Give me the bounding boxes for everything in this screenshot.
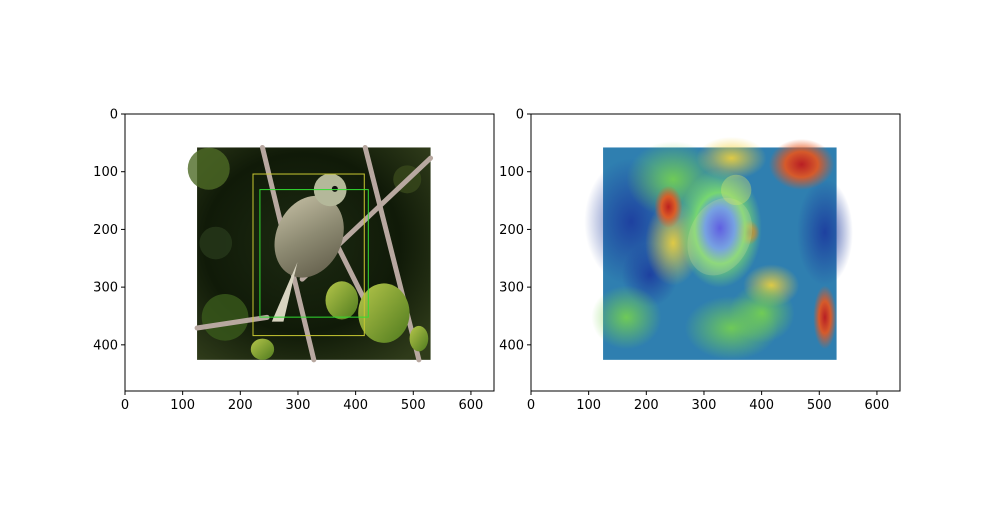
x-tick-label: 200 bbox=[634, 398, 659, 413]
branch bbox=[362, 144, 422, 363]
heatmap-blob bbox=[696, 136, 767, 180]
y-tick-label: 400 bbox=[93, 338, 118, 353]
x-tick-label: 300 bbox=[286, 398, 311, 413]
x-tick-label: 200 bbox=[228, 398, 253, 413]
x-tick-label: 600 bbox=[459, 398, 484, 413]
background-bokeh bbox=[187, 147, 230, 190]
y-tick-label: 200 bbox=[499, 223, 524, 238]
bird-silhouette bbox=[687, 197, 753, 276]
heatmap-blob bbox=[729, 283, 795, 343]
x-tick-label: 400 bbox=[343, 398, 368, 413]
x-tick-label: 100 bbox=[170, 398, 195, 413]
axis-ticks: 0 100 200 300 400 500 600 0 100 200 300 400 bbox=[499, 108, 889, 414]
x-tick-label: 0 bbox=[527, 398, 535, 413]
heatmap-blob bbox=[677, 168, 762, 288]
bird-head-silhouette bbox=[720, 174, 752, 206]
bounding-box bbox=[259, 189, 369, 318]
y-tick-label: 0 bbox=[516, 108, 524, 123]
bird-photo bbox=[187, 144, 434, 363]
bird-body bbox=[274, 195, 344, 278]
leaf bbox=[358, 283, 410, 343]
y-tick-label: 300 bbox=[499, 281, 524, 296]
y-tick-label: 100 bbox=[499, 165, 524, 180]
heatmap-overlay bbox=[584, 136, 853, 360]
x-tick-label: 100 bbox=[576, 398, 601, 413]
background-bokeh bbox=[199, 226, 233, 260]
x-tick-label: 500 bbox=[401, 398, 426, 413]
x-tick-label: 300 bbox=[692, 398, 717, 413]
heatmap-blob bbox=[591, 285, 662, 350]
background-bokeh bbox=[201, 294, 249, 341]
y-tick-label: 400 bbox=[499, 338, 524, 353]
panel-left: 0 100 200 300 400 500 600 0 100 200 300 400 bbox=[93, 108, 495, 414]
leaf bbox=[250, 338, 275, 360]
x-tick-label: 400 bbox=[749, 398, 774, 413]
leaf bbox=[409, 325, 429, 352]
y-tick-label: 100 bbox=[93, 165, 118, 180]
heatmap-blob bbox=[796, 179, 853, 286]
heatmap-blob bbox=[813, 285, 837, 350]
bird-eye bbox=[331, 185, 338, 192]
x-tick-label: 500 bbox=[807, 398, 832, 413]
panel-right: 0 100 200 300 400 500 600 0 100 200 300 400 bbox=[499, 108, 901, 414]
bounding-boxes bbox=[252, 173, 369, 337]
y-tick-label: 300 bbox=[93, 281, 118, 296]
y-tick-label: 0 bbox=[110, 108, 118, 123]
axis-ticks: 0 100 200 300 400 500 600 0 100 200 300 400 bbox=[93, 108, 483, 414]
leaf bbox=[325, 281, 359, 320]
x-tick-label: 600 bbox=[865, 398, 890, 413]
x-tick-label: 0 bbox=[121, 398, 129, 413]
y-tick-label: 200 bbox=[93, 223, 118, 238]
heatmap-blob bbox=[768, 138, 835, 190]
heatmap-blob bbox=[654, 185, 683, 229]
branch bbox=[194, 314, 270, 331]
bounding-box bbox=[252, 173, 365, 337]
axes-frame bbox=[530, 113, 901, 392]
axes-frame bbox=[124, 113, 495, 392]
bird-tail bbox=[271, 262, 298, 322]
